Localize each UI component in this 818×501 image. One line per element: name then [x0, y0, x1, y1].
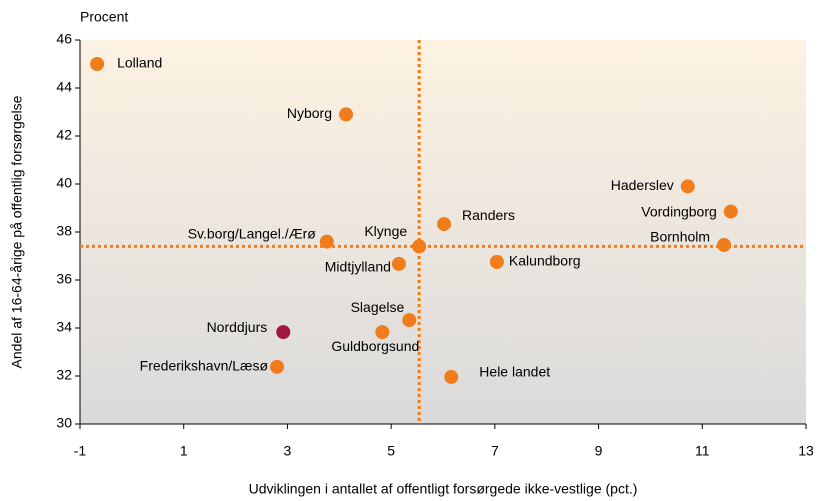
x-tick-label: 3 [284, 443, 292, 459]
y-tick-label: 44 [56, 79, 72, 95]
point [437, 217, 452, 232]
x-tick-label: 7 [491, 443, 499, 459]
point [402, 313, 417, 328]
y-tick-label: 38 [56, 223, 72, 239]
point-label: Vordingborg [641, 203, 717, 219]
point-label: Frederikshavn/Læsø [140, 358, 269, 374]
point [717, 237, 732, 252]
point [489, 255, 504, 269]
point [680, 179, 695, 194]
point [391, 256, 406, 271]
y-tick-label: 36 [56, 271, 72, 287]
point [339, 107, 354, 122]
x-tick-label: 9 [595, 443, 603, 459]
point [444, 369, 459, 384]
x-tick-label: 11 [695, 443, 710, 459]
point-label: Lolland [117, 55, 162, 71]
point-label: Norddjurs [207, 319, 268, 335]
point-label: Midtjylland [325, 259, 391, 275]
x-tick-label: 5 [387, 443, 395, 459]
point [276, 325, 291, 340]
point-label: Hele landet [479, 364, 550, 380]
x-tick-label: -1 [74, 443, 87, 459]
y-tick-label: 30 [56, 415, 72, 431]
point-label: Guldborgsund [331, 338, 419, 354]
point-label: Haderslev [611, 177, 674, 193]
x-tick-label: 13 [798, 443, 814, 459]
x-tick-label: 1 [180, 443, 188, 459]
point [723, 204, 738, 219]
y-tick-label: 34 [56, 319, 72, 335]
point [375, 325, 390, 340]
y-tick-label: 42 [56, 127, 72, 143]
point [90, 57, 105, 71]
y-axis-title: Andel af 16-64-årige på offentlig forsør… [9, 95, 25, 368]
y-tick-label: 40 [56, 175, 72, 191]
point [319, 234, 334, 249]
point-label: Nyborg [287, 105, 332, 121]
y-tick-label: 32 [56, 367, 72, 383]
point-label: Slagelse [351, 299, 405, 315]
point-label: Randers [462, 207, 515, 223]
point [412, 239, 427, 254]
point [270, 359, 285, 374]
x-axis-title: Udviklingen i antallet af offentligt for… [249, 481, 638, 497]
plot-area [80, 40, 806, 424]
y-unit-label: Procent [80, 9, 128, 25]
point-label: Klynge [364, 223, 407, 239]
y-tick-label: 46 [56, 31, 72, 47]
point-label: Sv.borg/Langel./Ærø [188, 225, 317, 241]
point-label: Kalundborg [509, 253, 581, 269]
point-label: Bornholm [650, 229, 710, 245]
